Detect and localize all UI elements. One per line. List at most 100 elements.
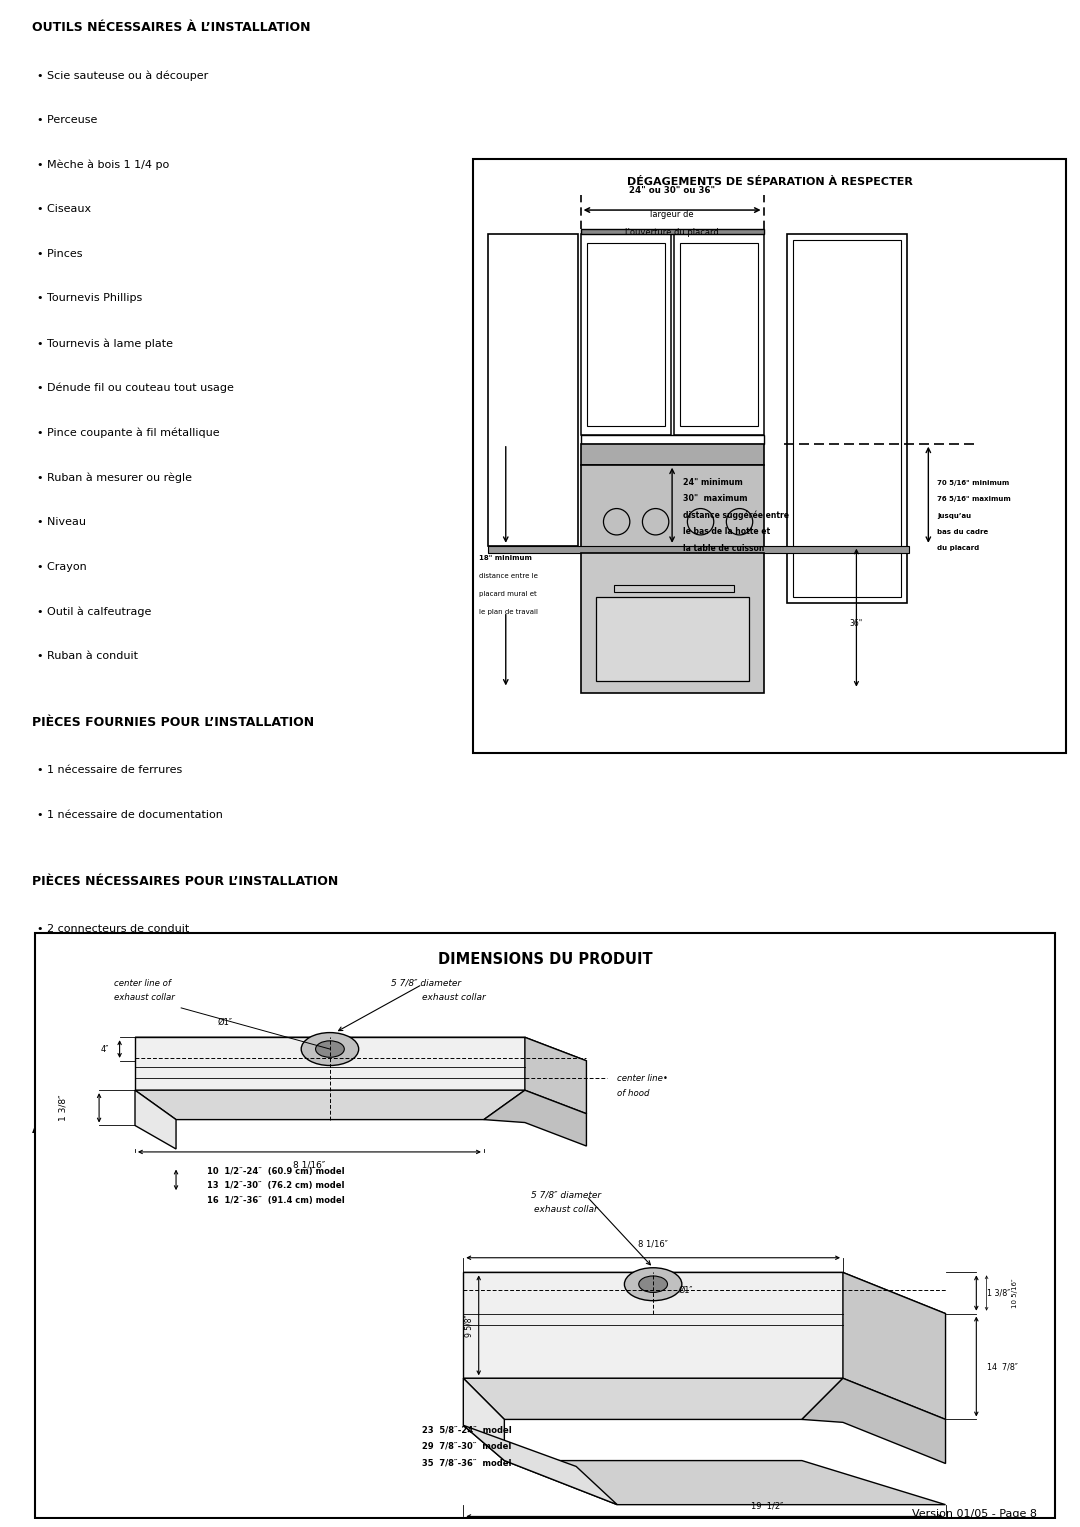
Text: center line of: center line of — [114, 979, 172, 988]
Text: 36": 36" — [850, 618, 863, 628]
Text: 13  1/2″-30″  (76.2 cm) model: 13 1/2″-30″ (76.2 cm) model — [207, 1182, 345, 1191]
Polygon shape — [135, 1090, 176, 1148]
Text: 8 1/16″: 8 1/16″ — [294, 1161, 325, 1170]
Text: • 1 nécessaire de ferrures: • 1 nécessaire de ferrures — [37, 765, 183, 776]
Text: bas du cadre: bas du cadre — [937, 528, 988, 534]
Text: le bas de la hotte et: le bas de la hotte et — [683, 527, 770, 536]
Text: • Ruban à mesurer ou règle: • Ruban à mesurer ou règle — [37, 472, 192, 483]
Text: • Câble d’alimentation: • Câble d’alimentation — [37, 968, 163, 979]
Text: placard mural et: placard mural et — [478, 591, 537, 597]
Text: DÉGAGEMENTS DE SÉPARATION À RESPECTER: DÉGAGEMENTS DE SÉPARATION À RESPECTER — [626, 177, 913, 188]
Text: • Pinces: • Pinces — [37, 249, 82, 258]
Text: exhaust collar: exhaust collar — [534, 1205, 598, 1214]
Text: • Ruban à conduit: • Ruban à conduit — [37, 651, 138, 661]
Text: distance entre le: distance entre le — [478, 573, 538, 579]
Bar — [581, 553, 764, 693]
Polygon shape — [135, 1037, 586, 1061]
Polygon shape — [484, 1090, 586, 1147]
Polygon shape — [463, 1272, 946, 1313]
Text: exhaust collar: exhaust collar — [114, 993, 175, 1002]
Bar — [581, 444, 764, 464]
Polygon shape — [842, 1272, 946, 1420]
Text: DIMENSIONS DU PRODUIT: DIMENSIONS DU PRODUIT — [438, 951, 652, 967]
Text: 5 7/8″ diameter: 5 7/8″ diameter — [531, 1190, 600, 1199]
Circle shape — [638, 1277, 667, 1292]
Text: • 2 connecteurs de conduit: • 2 connecteurs de conduit — [37, 924, 189, 935]
Text: • 1 capuchon de mur ou de toit: • 1 capuchon de mur ou de toit — [37, 1012, 212, 1023]
Bar — [581, 229, 764, 234]
Text: center line•: center line• — [617, 1073, 669, 1083]
Text: jusqu’au: jusqu’au — [937, 513, 971, 519]
Polygon shape — [463, 1272, 842, 1379]
Text: • Tournevis à lame plate: • Tournevis à lame plate — [37, 337, 173, 348]
Text: • 1 nécessaire de documentation: • 1 nécessaire de documentation — [37, 809, 222, 820]
Text: 76 5/16" maximum: 76 5/16" maximum — [937, 496, 1011, 502]
Text: largeur de: largeur de — [650, 211, 694, 218]
Text: • Mèche à bois 1 1/4 po: • Mèche à bois 1 1/4 po — [37, 159, 170, 169]
Bar — [488, 545, 908, 553]
Text: of hood: of hood — [617, 1089, 650, 1098]
Text: du placard: du placard — [937, 545, 980, 551]
Text: 23  5/8″-24″  model: 23 5/8″-24″ model — [422, 1425, 512, 1434]
Text: 9 5/8″: 9 5/8″ — [464, 1315, 473, 1336]
Text: 24" minimum: 24" minimum — [683, 478, 742, 487]
Polygon shape — [463, 1425, 617, 1504]
Text: le plan de travail: le plan de travail — [478, 609, 538, 615]
Bar — [596, 597, 748, 681]
Text: 30"  maximum: 30" maximum — [683, 495, 747, 504]
Text: • Ciseaux: • Ciseaux — [37, 205, 91, 214]
Text: 29  7/8″-30″  model: 29 7/8″-30″ model — [422, 1441, 512, 1451]
Text: Ø1″: Ø1″ — [678, 1286, 693, 1295]
Text: PIÈCES NÉCESSAIRES POUR L’INSTALLATION: PIÈCES NÉCESSAIRES POUR L’INSTALLATION — [32, 875, 339, 889]
Text: 70 5/16" minimum: 70 5/16" minimum — [937, 479, 1010, 486]
Text: 14  7/8″: 14 7/8″ — [987, 1362, 1017, 1371]
Text: PIÈCES FOURNIES POUR L’INSTALLATION: PIÈCES FOURNIES POUR L’INSTALLATION — [32, 716, 314, 730]
Bar — [613, 585, 733, 592]
Text: • Outil à calfeutrage: • Outil à calfeutrage — [37, 606, 151, 617]
Polygon shape — [135, 1090, 525, 1119]
Text: 18" minimum: 18" minimum — [478, 554, 531, 560]
Bar — [787, 234, 907, 603]
Text: • Filtres au Charbon: • Filtres au Charbon — [37, 1171, 163, 1182]
Text: l’ouverture du placard: l’ouverture du placard — [625, 228, 719, 237]
Bar — [794, 240, 902, 597]
Circle shape — [315, 1041, 345, 1057]
Text: • Niveau: • Niveau — [37, 518, 85, 527]
Polygon shape — [801, 1379, 946, 1463]
Text: 4″: 4″ — [100, 1044, 109, 1054]
Polygon shape — [463, 1379, 504, 1460]
Text: 8 1/16″: 8 1/16″ — [638, 1240, 669, 1249]
Circle shape — [301, 1032, 359, 1066]
Bar — [581, 234, 671, 435]
Text: Ø1″: Ø1″ — [217, 1019, 232, 1028]
Polygon shape — [525, 1037, 586, 1113]
Text: part # 6093034: part # 6093034 — [37, 1261, 125, 1272]
Bar — [680, 243, 758, 426]
Text: exhaust collar: exhaust collar — [422, 993, 486, 1002]
Text: Pour installation sans conduit: Pour installation sans conduit — [37, 1217, 201, 1226]
Polygon shape — [135, 1037, 525, 1090]
Text: • Scie sauteuse ou à découper: • Scie sauteuse ou à découper — [37, 70, 208, 81]
Text: 10  1/2″-24″  (60.9 cm) model: 10 1/2″-24″ (60.9 cm) model — [207, 1167, 345, 1176]
Bar — [581, 464, 764, 548]
Text: 5 7/8″ diameter: 5 7/8″ diameter — [391, 979, 461, 988]
Text: OUTILS NÉCESSAIRES À L’INSTALLATION: OUTILS NÉCESSAIRES À L’INSTALLATION — [32, 21, 311, 34]
Text: Version 01/05 - Page 8: Version 01/05 - Page 8 — [912, 1509, 1037, 1519]
Polygon shape — [463, 1379, 842, 1420]
Circle shape — [624, 1267, 681, 1301]
Text: 10 5/16″: 10 5/16″ — [1012, 1278, 1018, 1307]
Text: • Crayon: • Crayon — [37, 562, 86, 571]
Bar — [588, 243, 665, 426]
Text: 1 3/8″: 1 3/8″ — [58, 1095, 68, 1121]
Polygon shape — [504, 1460, 946, 1504]
Text: 19  1/2″: 19 1/2″ — [751, 1501, 783, 1510]
Bar — [674, 234, 764, 435]
Text: distance suggérée entre: distance suggérée entre — [683, 512, 788, 521]
Text: la table de cuisson: la table de cuisson — [683, 544, 764, 553]
Text: 1 3/8″: 1 3/8″ — [987, 1289, 1010, 1298]
Text: 35  7/8″-36″  model: 35 7/8″-36″ model — [422, 1458, 512, 1467]
Text: • Pince coupante à fil métallique: • Pince coupante à fil métallique — [37, 428, 219, 438]
Bar — [581, 435, 764, 444]
Text: ACCESSOIRES POUR L’INSTALLATION: ACCESSOIRES POUR L’INSTALLATION — [32, 1122, 286, 1136]
Text: • Conduit en métal: • Conduit en métal — [37, 1058, 144, 1067]
